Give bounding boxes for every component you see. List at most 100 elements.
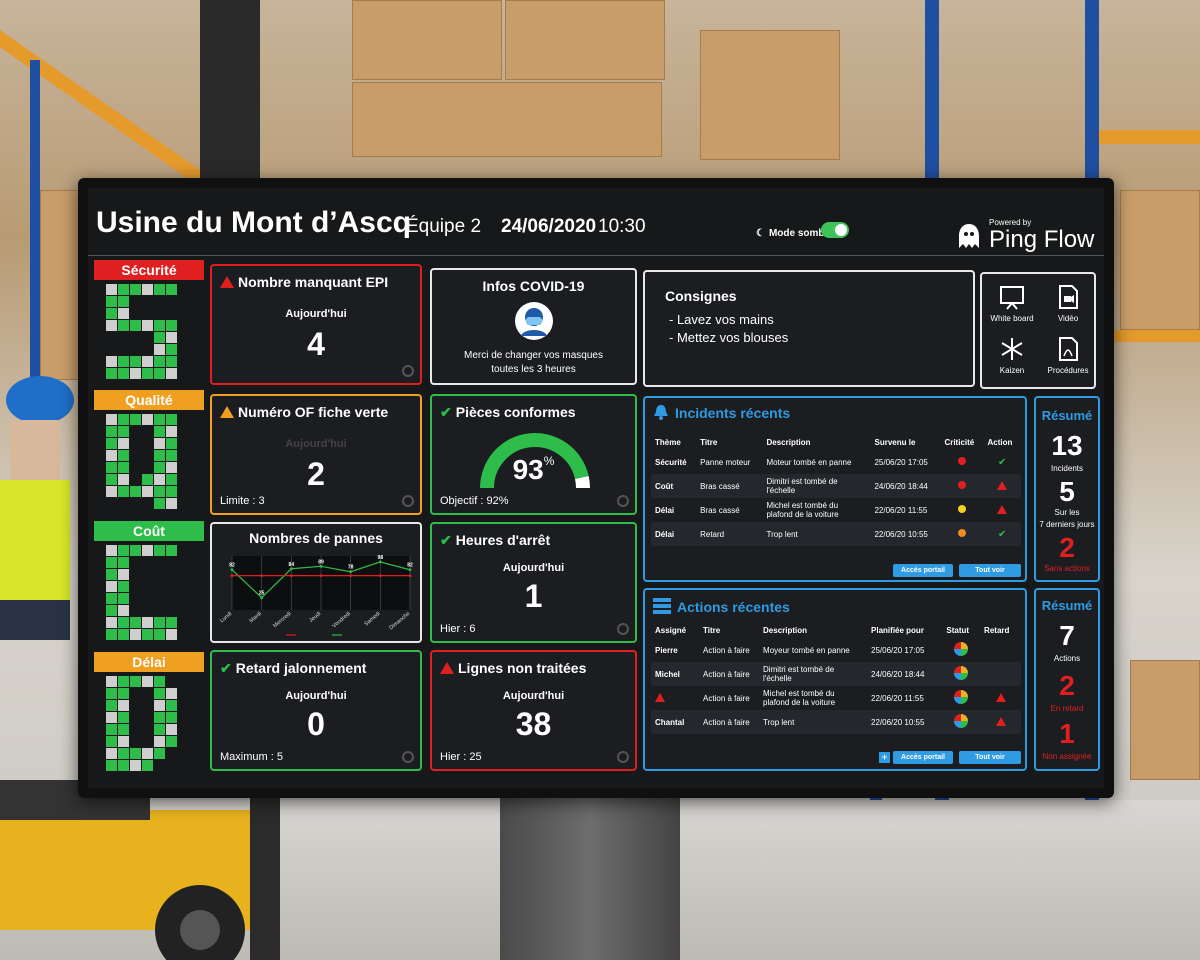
- grid-cell: [166, 724, 177, 735]
- moon-icon: ☾: [756, 228, 765, 239]
- table-row[interactable]: Délai Bras cassé Michel est tombé du plafo…: [651, 498, 1021, 522]
- warning-icon: [220, 276, 234, 288]
- table-row[interactable]: Action à faire Michel est tombé du plafon…: [651, 686, 1021, 710]
- grid-cell: [118, 629, 129, 640]
- tool-label: Procédures: [1047, 366, 1089, 375]
- mask-person-icon: [515, 302, 553, 340]
- magnifier-icon[interactable]: [617, 623, 629, 635]
- grid-cell: [154, 629, 165, 640]
- actions-header: Actions récentes: [653, 598, 790, 615]
- kpi-card-epi[interactable]: Nombre manquant EPI Aujourd'hui 4: [210, 264, 422, 385]
- grid-cell: [142, 748, 153, 759]
- column-header: Action: [987, 437, 1013, 447]
- dark-mode-toggle[interactable]: [821, 222, 849, 238]
- grid-cell: [142, 724, 153, 735]
- table-cell: Michel est tombé du plafond de la voitur…: [763, 689, 836, 707]
- summary-incidents-count: 13: [1051, 430, 1083, 461]
- kpi-title: Nombre manquant EPI: [212, 274, 420, 290]
- table-cell: Action à faire: [699, 662, 760, 686]
- table-row[interactable]: Chantal Action à faire Trop lent 22/06/20 1…: [651, 710, 1021, 734]
- grid-cell: [118, 332, 129, 343]
- tool-whiteboard[interactable]: White board: [984, 284, 1040, 323]
- grid-cell: [130, 748, 141, 759]
- chart-data-label: 25: [259, 591, 265, 597]
- bell-icon: [654, 405, 668, 420]
- grid-cell: [154, 426, 165, 437]
- kpi-title-text: Heures d'arrêt: [455, 532, 551, 548]
- kpi-card-lignes[interactable]: Lignes non traitées Aujourd'hui 38 Hier …: [430, 650, 637, 771]
- kpi-title-text: Pièces conformes: [455, 404, 576, 420]
- grid-cell: [130, 569, 141, 580]
- grid-cell: [106, 438, 117, 449]
- column-header: Titre: [703, 625, 721, 635]
- chart-card-pannes[interactable]: Nombres de pannes Lundi Mardi Mercredi Jeud…: [210, 522, 422, 643]
- table-row[interactable]: Délai Retard Trop lent 22/06/20 10:55 ✔: [651, 522, 1021, 546]
- chart-point: [378, 560, 382, 564]
- actions-table: Assigné Titre Description Planifiée pour Sta…: [651, 622, 1021, 734]
- add-action-icon[interactable]: +: [879, 752, 890, 763]
- consignes-card[interactable]: Consignes - Lavez vos mains - Mettez vos…: [643, 270, 975, 387]
- magnifier-icon[interactable]: [402, 751, 414, 763]
- grid-cell: [118, 438, 129, 449]
- gauge-value-number: 93: [512, 454, 544, 485]
- grid-cell: [130, 356, 141, 367]
- column-header: Assigné: [655, 625, 687, 635]
- tool-procedures[interactable]: Procédures: [1040, 336, 1096, 375]
- grid-cell: [166, 462, 177, 473]
- magnifier-icon[interactable]: [617, 495, 629, 507]
- table-row[interactable]: Coût Bras cassé Dimitri est tombé de l'éch…: [651, 474, 1021, 498]
- table-cell: ✔: [983, 522, 1021, 546]
- chart-x-tick-label: Jeudi: [308, 611, 322, 624]
- grid-cell: [130, 545, 141, 556]
- incidents-portal-button[interactable]: Accès portail: [893, 564, 953, 577]
- asterisk-icon: [1001, 338, 1023, 360]
- grid-cell: [154, 617, 165, 628]
- actions-portal-button[interactable]: Accès portail: [893, 751, 953, 764]
- kpi-value: 4: [307, 326, 325, 362]
- table-row[interactable]: Pierre Action à faire Moyeur tombé en pann…: [651, 638, 1021, 662]
- gauge-value: 93%: [432, 454, 635, 486]
- summary-days-label-1: Sur les: [1054, 508, 1080, 517]
- tool-video[interactable]: Vidéo: [1040, 284, 1096, 323]
- grid-cell: [166, 474, 177, 485]
- page-title: Usine du Mont d’Ascq: [96, 206, 411, 239]
- grid-cell: [118, 688, 129, 699]
- grid-cell: [154, 545, 165, 556]
- tool-kaizen[interactable]: Kaizen: [984, 336, 1040, 375]
- actions-view-all-button[interactable]: Tout voir: [959, 751, 1021, 764]
- grid-cell: [166, 760, 177, 771]
- chart-x-tick-label: Mercredi: [272, 611, 292, 629]
- table-cell: Délai: [651, 522, 697, 546]
- kpi-card-heures[interactable]: ✔ Heures d'arrêt Aujourd'hui 1 Hier : 6: [430, 522, 637, 643]
- kpi-subtitle: Aujourd'hui: [502, 562, 565, 574]
- table-cell: 24/06/20 18:44: [870, 474, 941, 498]
- kpi-card-pieces[interactable]: ✔ Pièces conformes 93% Objectif : 92%: [430, 394, 637, 515]
- table-cell: Moteur tombé en panne: [766, 457, 852, 467]
- table-cell: [980, 638, 1021, 662]
- incidents-view-all-button[interactable]: Tout voir: [959, 564, 1021, 577]
- magnifier-icon[interactable]: [402, 495, 414, 507]
- table-cell: Bras cassé: [696, 474, 763, 498]
- table-cell: Dimitri est tombé de l'échelle: [762, 474, 871, 498]
- kpi-footer: Hier : 6: [440, 623, 476, 635]
- kpi-card-of[interactable]: Numéro OF fiche verte Aujourd'hui 2 Limi…: [210, 394, 422, 515]
- carton-box: [352, 82, 662, 157]
- kpi-card-retard[interactable]: ✔ Retard jalonnement Aujourd'hui 0 Maximu…: [210, 650, 422, 771]
- table-row[interactable]: Sécurité Panne moteur Moteur tombé en pann…: [651, 450, 1021, 474]
- tools-card: White board Vidéo Kaizen Procédures: [980, 272, 1096, 389]
- grid-cell: [130, 736, 141, 747]
- covid-card[interactable]: Infos COVID-19 Merci de changer vos masq…: [430, 268, 637, 385]
- magnifier-icon[interactable]: [402, 365, 414, 377]
- gauge-fill: [480, 433, 589, 489]
- table-cell: [942, 710, 981, 734]
- gauge-track: [574, 476, 590, 489]
- dark-mode-text: Mode sombre: [768, 228, 834, 239]
- grid-cell: [154, 462, 165, 473]
- date-label: 24/06/2020: [501, 216, 597, 237]
- late-warning-icon: [995, 716, 1006, 726]
- grid-cell: [106, 414, 117, 425]
- table-row[interactable]: Michel Action à faire Dimitri est tombé de…: [651, 662, 1021, 686]
- status-pie-icon: [954, 666, 969, 680]
- magnifier-icon[interactable]: [617, 751, 629, 763]
- kpi-title: ✔ Heures d'arrêt: [432, 532, 635, 549]
